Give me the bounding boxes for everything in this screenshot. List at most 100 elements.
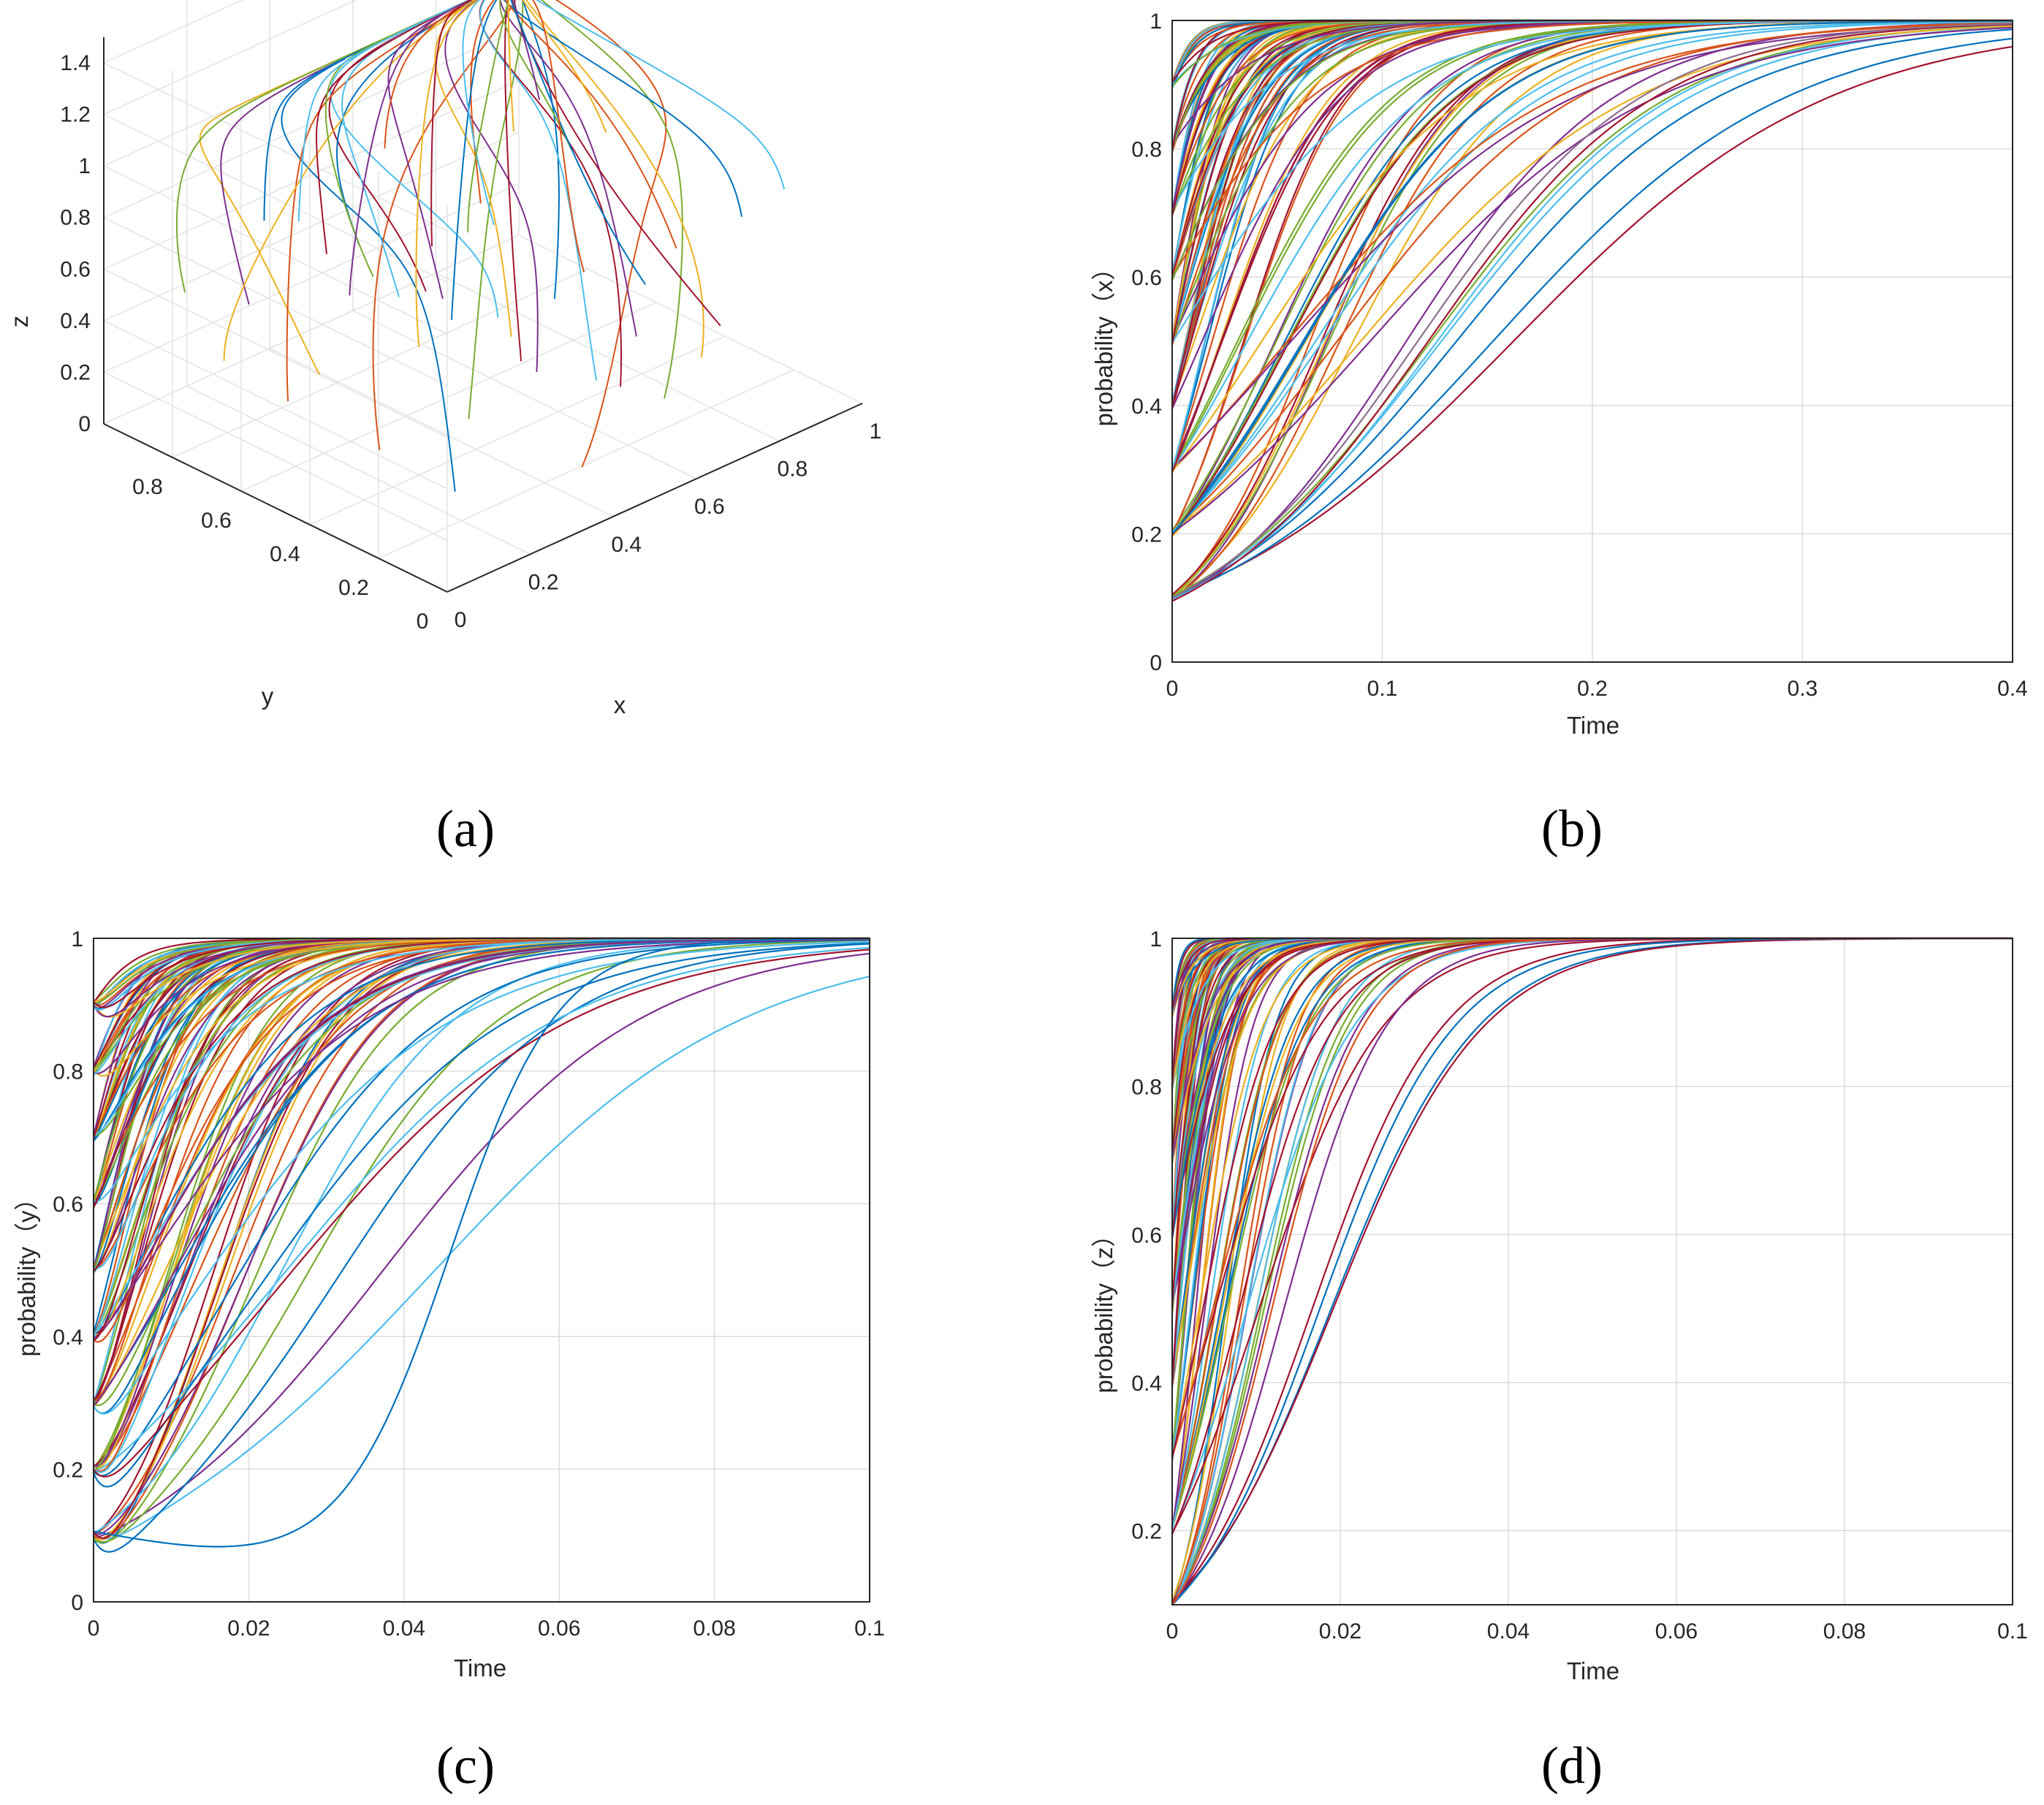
chart-b-xtick-label: 0.1	[1367, 677, 1398, 701]
chart-a-grid-line	[269, 348, 614, 517]
chart-a-grid-line	[436, 272, 780, 442]
chart-a-trajectory	[387, 0, 472, 299]
chart-b-series-line	[1171, 20, 2013, 533]
chart-d-ylabel: probability（z）	[1090, 1223, 1117, 1394]
chart-a-trajectory	[507, 0, 514, 132]
chart-c-series-line	[93, 938, 870, 1339]
chart-a-trajectory	[468, 0, 524, 419]
chart-d-ytick-label: 0.6	[1131, 1223, 1162, 1247]
chart-c-series-line	[93, 946, 870, 1472]
chart-a-ytick-label: 0.2	[338, 576, 369, 600]
chart-a-trajectory	[532, 0, 585, 273]
chart-a-ztick-label: 0.2	[60, 360, 91, 384]
chart-a-trajectory	[281, 58, 456, 493]
chart-c-series-line	[93, 938, 870, 1535]
chart-c-panel-label: (c)	[436, 1736, 495, 1795]
chart-b-xtick-label: 0	[1166, 677, 1179, 701]
chart-c-xtick-label: 0.04	[383, 1616, 425, 1641]
chart-b-series-line	[1171, 23, 2013, 469]
chart-a-trajectory	[503, 0, 742, 217]
chart-c-xtick-label: 0.02	[227, 1616, 270, 1641]
chart-a-grid-line	[103, 62, 448, 232]
chart-b-ytick-label: 0	[1150, 651, 1162, 675]
chart-a-trajectory	[341, 0, 471, 297]
chart-a-ytick-label: 0	[417, 609, 429, 634]
chart-b-series-line	[1171, 23, 2013, 599]
chart-c-xtick-label: 0.1	[854, 1616, 885, 1641]
chart-d-xtick-label: 0.04	[1487, 1619, 1530, 1644]
chart-a-trajectory	[479, 0, 598, 381]
chart-a-trajectory	[430, 0, 474, 247]
chart-d-plot-area	[1172, 938, 2013, 1605]
chart-d-ytick-label: 1	[1150, 927, 1162, 951]
chart-b-series-line	[1171, 37, 2013, 598]
chart-c-xtick-label: 0	[88, 1616, 100, 1641]
chart-d-ytick-label: 0.4	[1131, 1372, 1162, 1396]
chart-a-grid-line	[103, 183, 520, 373]
chart-a-trajectory	[499, 0, 572, 150]
chart-a-trajectory	[504, 0, 523, 362]
chart-c-series-line	[93, 952, 870, 1539]
chart-d: 0 0.02 0.04 0.06 0.08 0.1 0.2 0.4 0.6 0.8 1 Time p…	[1090, 927, 2028, 1795]
chart-b-series-line	[1171, 25, 2013, 533]
chart-a-ztick-label: 0.6	[60, 257, 91, 281]
chart-a-grid-line	[240, 302, 657, 492]
chart-b-series-line	[1171, 23, 2013, 602]
chart-a-trajectory	[175, 17, 430, 293]
chart-a: 0 0.2 0.4 0.6 0.8 1 0 0.2 0.4 0.6 0.8 0 0.2 0.4 0.6 0.8…	[6, 0, 881, 858]
chart-c-xtick-label: 0.08	[693, 1616, 735, 1641]
chart-c-tick-labels: 0 0.02 0.04 0.06 0.08 0.1 0 0.2 0.4 0.6 0.8 1	[53, 927, 885, 1641]
chart-a-ztick-label: 0	[78, 412, 91, 436]
chart-a-grid-line	[103, 28, 520, 218]
chart-a-zlabel: z	[6, 316, 33, 328]
chart-a-ztick-label: 1.4	[60, 51, 91, 75]
chart-b-ytick-label: 1	[1150, 10, 1162, 34]
chart-a-trajectory	[384, 0, 474, 149]
chart-b-series-line	[1171, 20, 2013, 343]
chart-a-grid-line	[186, 385, 531, 555]
chart-d-panel-label: (d)	[1541, 1736, 1603, 1795]
chart-a-trajectory	[470, 0, 495, 204]
chart-d-xlabel: Time	[1567, 1657, 1619, 1684]
chart-c-xtick-label: 0.06	[538, 1616, 580, 1641]
chart-b-xtick-label: 0.4	[1997, 677, 2028, 701]
chart-a-grid-line	[103, 113, 448, 284]
chart-a-xtick-label: 0.2	[528, 570, 559, 594]
chart-a-grid-line	[518, 235, 863, 404]
chart-a-trajectory	[315, 0, 472, 254]
chart-a-grid-line	[103, 235, 520, 425]
chart-b-series-line	[1171, 28, 2013, 598]
chart-a-ztick-label: 1.2	[60, 103, 91, 127]
chart-c-series-line	[92, 942, 870, 1488]
chart-a-trajectory	[467, 0, 510, 232]
chart-a-trajectory	[434, 0, 512, 338]
chart-a-xtick-label: 0	[455, 608, 467, 632]
chart-d-xtick-label: 0.06	[1655, 1619, 1698, 1644]
chart-b-tick-labels: 0 0.1 0.2 0.3 0.4 0 0.2 0.4 0.6 0.8 1	[1131, 10, 2028, 701]
chart-a-ztick-label: 0.4	[60, 309, 91, 333]
chart-d-frame	[1171, 938, 2013, 1606]
chart-a-x-axis	[447, 403, 863, 593]
chart-b-xtick-label: 0.3	[1787, 677, 1818, 701]
chart-b-xlabel: Time	[1567, 712, 1619, 739]
chart-a-grid-line	[103, 80, 520, 270]
chart-a-grid-line	[103, 268, 448, 438]
chart-c-xlabel: Time	[454, 1654, 506, 1682]
chart-a-ztick-label: 1	[78, 154, 91, 178]
chart-a-grid-line	[103, 0, 244, 64]
chart-c-series-line	[93, 938, 870, 1405]
chart-a-ylabel: y	[262, 683, 274, 710]
chart-d-tick-labels: 0 0.02 0.04 0.06 0.08 0.1 0.2 0.4 0.6 0.8 1	[1131, 927, 2028, 1644]
chart-a-y-axis	[103, 423, 448, 593]
chart-d-xtick-label: 0.08	[1823, 1619, 1866, 1644]
chart-a-box	[103, 0, 863, 593]
chart-d-xtick-label: 0.02	[1319, 1619, 1361, 1644]
chart-a-series	[175, 0, 786, 493]
chart-c-ytick-label: 1	[71, 927, 83, 951]
chart-c-ytick-label: 0	[71, 1591, 83, 1615]
chart-a-trajectory	[511, 0, 721, 327]
chart-b: 0 0.1 0.2 0.3 0.4 0 0.2 0.4 0.6 0.8 1 Time probabi…	[1090, 10, 2028, 858]
chart-a-xtick-label: 0.8	[778, 457, 808, 482]
chart-a-trajectory	[510, 0, 647, 285]
